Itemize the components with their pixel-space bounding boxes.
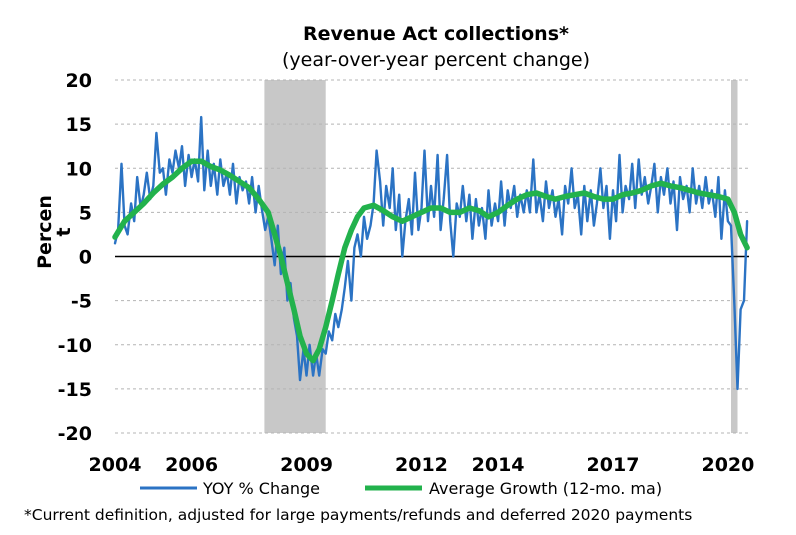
series-lines	[112, 115, 750, 391]
y-axis-label: Percen t	[34, 195, 75, 269]
legend-label-yoy: YOY % Change	[202, 479, 320, 498]
y-tick-label: 20	[66, 70, 92, 92]
y-tick-label: -20	[58, 423, 92, 445]
y-tick-label: 10	[66, 158, 92, 180]
x-tick-label: 2009	[280, 454, 333, 476]
y-tick-label: -5	[71, 291, 92, 313]
x-tick-label: 2014	[472, 454, 525, 476]
y-axis-label-line2: t	[53, 227, 75, 236]
series-line-average	[112, 158, 750, 364]
x-axis-ticks: 2004 2006 2009 2012 2014 2017 2020	[89, 454, 755, 476]
x-tick-label: 2012	[395, 454, 448, 476]
y-tick-label: -10	[58, 335, 92, 357]
x-tick-label: 2006	[165, 454, 218, 476]
y-tick-label: -15	[58, 379, 92, 401]
y-tick-label: 0	[79, 247, 92, 269]
chart-subtitle: (year-over-year percent change)	[282, 49, 590, 71]
x-tick-label: 2004	[89, 454, 142, 476]
x-tick-label: 2017	[587, 454, 640, 476]
legend: YOY % Change Average Growth (12-mo. ma)	[140, 479, 662, 498]
legend-label-avg: Average Growth (12-mo. ma)	[429, 479, 662, 498]
series-line-yoy	[113, 115, 749, 391]
footnote: *Current definition, adjusted for large …	[24, 506, 692, 524]
y-axis-label-line1: Percen	[34, 195, 56, 269]
gridlines	[115, 79, 749, 434]
x-tick-label: 2020	[701, 454, 754, 476]
chart-title: Revenue Act collections*	[303, 23, 569, 45]
y-axis-ticks: 20 15 10 5 0 -5 -10 -15 -20	[58, 70, 92, 445]
y-tick-label: 5	[79, 202, 92, 224]
y-tick-label: 15	[66, 114, 92, 136]
